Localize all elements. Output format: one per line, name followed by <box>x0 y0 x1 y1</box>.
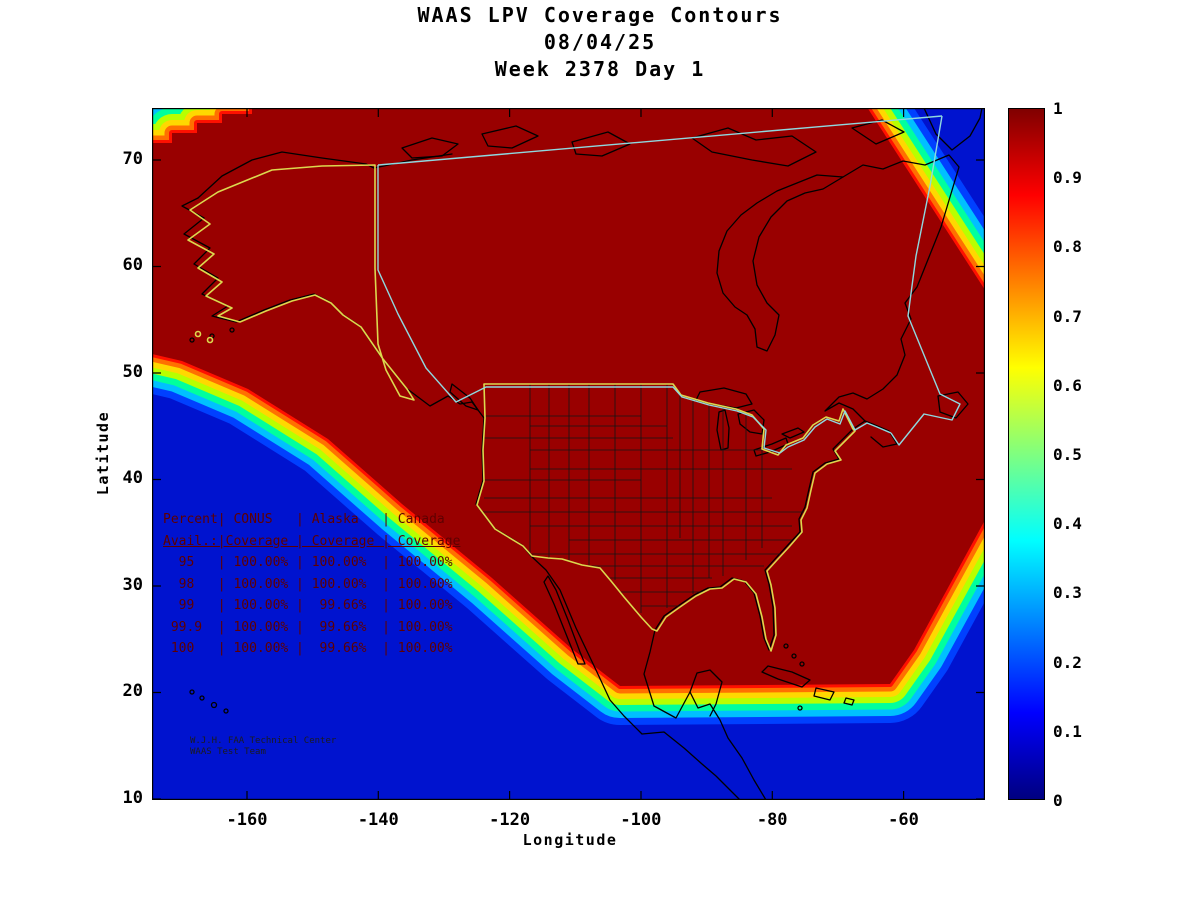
y-axis-tick-label: 70 <box>122 149 143 169</box>
colorbar-tick-label: 0.6 <box>1053 375 1082 395</box>
y-axis-tick-label: 20 <box>122 681 143 702</box>
credit-line-2: WAAS Test Team <box>190 747 266 757</box>
colorbar-tick-label: 0.1 <box>1053 721 1082 741</box>
colorbar-tick-label: 0.8 <box>1053 237 1082 257</box>
colorbar-tick-label: 0.9 <box>1053 168 1082 188</box>
colorbar-tick-label: 0.4 <box>1053 514 1082 534</box>
x-axis-label: Longitude <box>522 831 618 849</box>
coverage-table-line: 99 | 100.00% | 99.66% | 100.00% <box>163 598 453 613</box>
credit-line-1: W.J.H. FAA Technical Center <box>190 736 337 746</box>
title-block: WAAS LPV Coverage Contours 08/04/25 Week… <box>0 2 1200 83</box>
colorbar <box>1008 108 1045 800</box>
coverage-table-line: Percent| CONUS | Alaska | Canada <box>163 512 445 527</box>
chart-title: WAAS LPV Coverage Contours <box>417 3 783 27</box>
chart-date: 08/04/25 <box>543 30 657 54</box>
axes-box <box>152 108 985 800</box>
y-axis-label: Latitude <box>94 410 112 496</box>
colorbar-tick-label: 0.3 <box>1053 583 1082 603</box>
chart-week-day: Week 2378 Day 1 <box>494 57 706 81</box>
coverage-table-line: Avail.:|Coverage | Coverage | Coverage <box>163 533 461 549</box>
coverage-table: Percent| CONUS | Alaska | Canada Avail.:|… <box>163 509 460 660</box>
x-axis-tick-label: -160 <box>226 810 268 830</box>
x-axis-tick-label: -140 <box>357 810 399 830</box>
x-axis-tick-label: -100 <box>620 810 662 830</box>
x-axis-tick-label: -120 <box>489 810 531 830</box>
conus-alaska-boundary <box>187 164 856 652</box>
y-axis-tick-label: 60 <box>122 255 143 276</box>
x-axis-tick-label: -80 <box>756 810 788 830</box>
x-axis-tick-label: -60 <box>888 810 919 830</box>
colorbar-tick-label: 0.5 <box>1053 445 1082 464</box>
coverage-table-line: 98 | 100.00% | 100.00% | 100.00% <box>163 576 453 592</box>
coverage-table-line: 99.9 | 100.00% | 99.66% | 100.00% <box>163 619 453 635</box>
coverage-map-svg <box>152 108 985 800</box>
y-axis-tick-label: 30 <box>122 574 143 595</box>
colorbar-tick-label: 0 <box>1053 791 1063 810</box>
coverage-region <box>152 108 985 686</box>
coverage-table-line: 95 | 100.00% | 100.00% | 100.00% <box>163 555 453 570</box>
coverage-table-line: 100 | 100.00% | 99.66% | 100.00% <box>163 641 453 656</box>
colorbar-tick-label: 0.2 <box>1053 652 1082 672</box>
y-axis-tick-label: 50 <box>122 361 143 382</box>
y-axis-tick-label: 40 <box>122 468 143 489</box>
state-boundaries <box>477 384 807 613</box>
colorbar-tick-label: 0.7 <box>1053 306 1082 326</box>
y-axis-tick-label: 10 <box>122 787 143 808</box>
axis-ticks <box>152 108 985 800</box>
canada-boundary <box>377 115 961 454</box>
coverage-map <box>152 108 985 800</box>
colorbar-tick-label: 1 <box>1053 99 1063 118</box>
credit-text: W.J.H. FAA Technical Center WAAS Test Te… <box>190 736 336 758</box>
